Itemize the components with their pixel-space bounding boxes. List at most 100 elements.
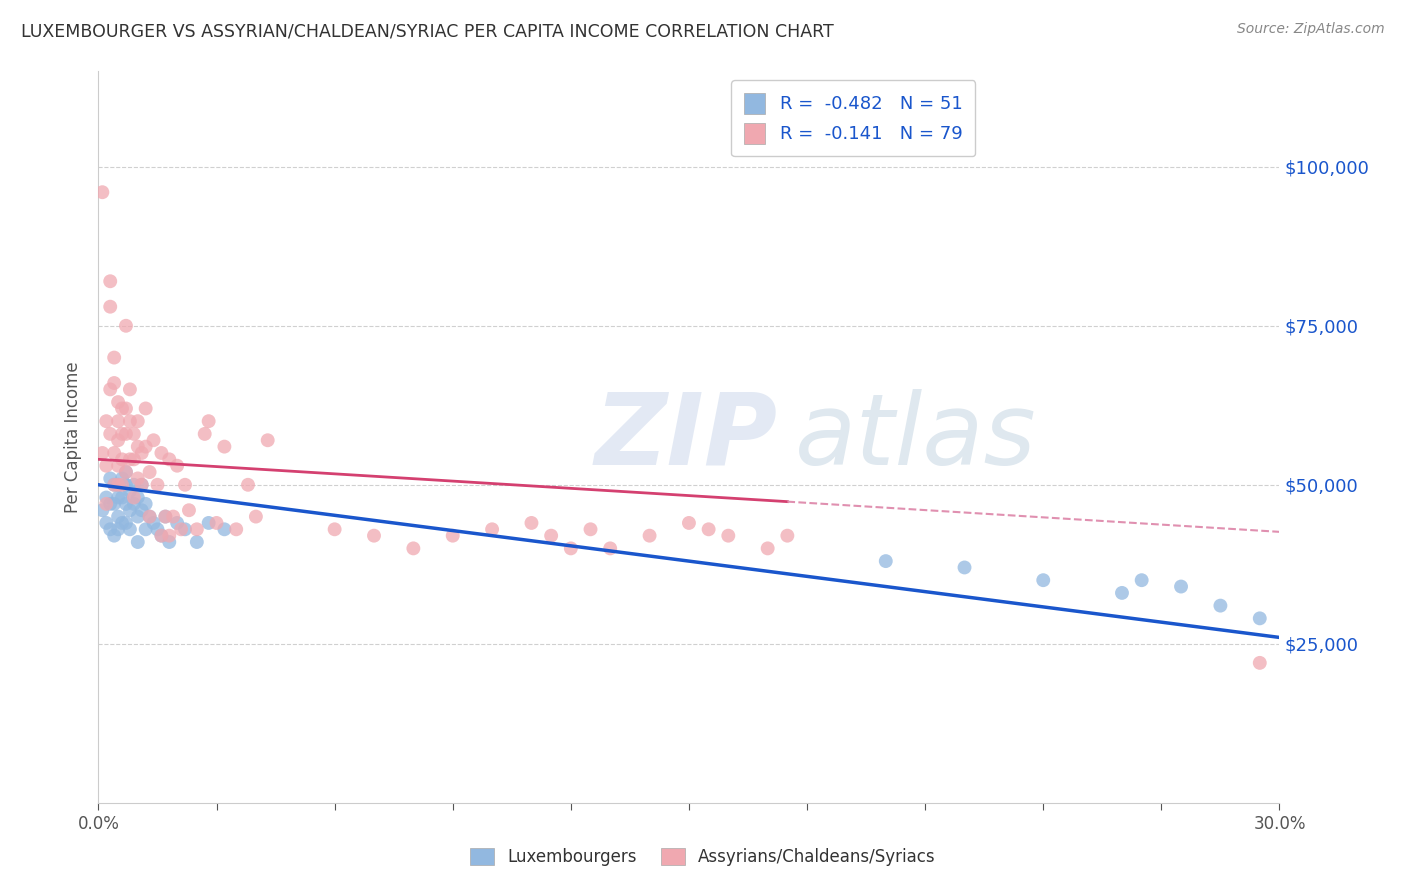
Point xyxy=(166,516,188,530)
Point xyxy=(256,434,278,448)
Text: ZIP: ZIP xyxy=(595,389,778,485)
Point xyxy=(776,529,799,543)
Point xyxy=(579,522,602,536)
Point xyxy=(103,477,125,491)
Point xyxy=(150,529,173,543)
Point xyxy=(174,477,197,491)
Point xyxy=(174,522,197,536)
Point xyxy=(107,414,129,428)
Legend: R =  -0.482   N = 51, R =  -0.141   N = 79: R = -0.482 N = 51, R = -0.141 N = 79 xyxy=(731,80,976,156)
Point xyxy=(225,522,247,536)
Point xyxy=(194,426,217,441)
Point xyxy=(118,522,141,536)
Point xyxy=(122,477,145,491)
Point xyxy=(107,434,129,448)
Point xyxy=(155,509,177,524)
Point xyxy=(96,516,118,530)
Point xyxy=(638,529,661,543)
Point xyxy=(135,522,157,536)
Point xyxy=(118,414,141,428)
Point xyxy=(138,509,160,524)
Point xyxy=(91,185,114,199)
Point xyxy=(127,414,149,428)
Point xyxy=(111,452,134,467)
Point xyxy=(111,401,134,416)
Point xyxy=(1249,656,1271,670)
Point xyxy=(560,541,582,556)
Point xyxy=(98,471,121,485)
Point xyxy=(122,426,145,441)
Point xyxy=(146,477,169,491)
Point xyxy=(98,426,121,441)
Point xyxy=(166,458,188,473)
Point xyxy=(135,497,157,511)
Point xyxy=(127,491,149,505)
Point xyxy=(115,401,138,416)
Point xyxy=(131,477,153,491)
Point xyxy=(697,522,720,536)
Point xyxy=(875,554,897,568)
Point xyxy=(111,491,134,505)
Y-axis label: Per Capita Income: Per Capita Income xyxy=(65,361,83,513)
Point xyxy=(96,491,118,505)
Point xyxy=(131,503,153,517)
Point xyxy=(111,516,134,530)
Point xyxy=(127,471,149,485)
Point xyxy=(107,491,129,505)
Point xyxy=(599,541,621,556)
Point xyxy=(111,471,134,485)
Point xyxy=(103,477,125,491)
Point xyxy=(98,522,121,536)
Point xyxy=(1170,580,1192,594)
Point xyxy=(115,497,138,511)
Point xyxy=(135,401,157,416)
Point xyxy=(122,452,145,467)
Point xyxy=(91,503,114,517)
Legend: Luxembourgers, Assyrians/Chaldeans/Syriacs: Luxembourgers, Assyrians/Chaldeans/Syria… xyxy=(463,840,943,875)
Point xyxy=(197,414,219,428)
Point xyxy=(115,477,138,491)
Point xyxy=(115,516,138,530)
Point xyxy=(115,318,138,333)
Point xyxy=(142,516,165,530)
Point xyxy=(1111,586,1133,600)
Point xyxy=(717,529,740,543)
Point xyxy=(135,440,157,454)
Point xyxy=(118,484,141,499)
Point xyxy=(115,426,138,441)
Point xyxy=(98,497,121,511)
Point xyxy=(131,446,153,460)
Point xyxy=(122,491,145,505)
Point xyxy=(111,477,134,491)
Point xyxy=(118,383,141,397)
Point xyxy=(214,522,236,536)
Point xyxy=(127,509,149,524)
Point xyxy=(146,522,169,536)
Point xyxy=(214,440,236,454)
Point xyxy=(107,477,129,491)
Point xyxy=(107,477,129,491)
Point xyxy=(323,522,346,536)
Point xyxy=(142,434,165,448)
Point xyxy=(111,426,134,441)
Point xyxy=(103,376,125,390)
Point xyxy=(96,458,118,473)
Point xyxy=(138,509,160,524)
Point xyxy=(118,503,141,517)
Point xyxy=(157,452,180,467)
Point xyxy=(162,509,184,524)
Point xyxy=(155,509,177,524)
Point xyxy=(756,541,779,556)
Point xyxy=(91,446,114,460)
Point xyxy=(678,516,700,530)
Point xyxy=(245,509,267,524)
Point xyxy=(1209,599,1232,613)
Point xyxy=(186,522,208,536)
Text: Source: ZipAtlas.com: Source: ZipAtlas.com xyxy=(1237,22,1385,37)
Point xyxy=(107,458,129,473)
Point xyxy=(118,452,141,467)
Point xyxy=(481,522,503,536)
Point xyxy=(107,522,129,536)
Point xyxy=(1032,573,1054,587)
Point xyxy=(98,274,121,288)
